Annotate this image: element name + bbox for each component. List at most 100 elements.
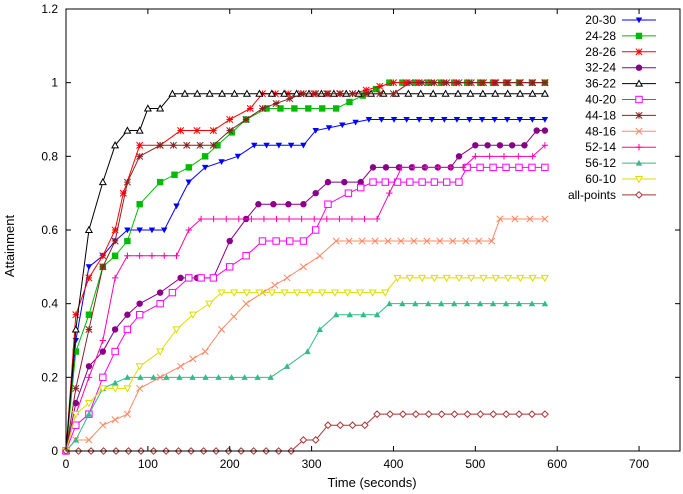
data-point (491, 116, 498, 123)
x-axis-label: Time (seconds) (327, 475, 416, 490)
data-point (405, 274, 414, 283)
legend-label: 24-28 (585, 29, 616, 43)
data-point (305, 289, 314, 297)
data-point (85, 311, 93, 318)
data-point (504, 274, 513, 283)
data-point (529, 79, 537, 87)
data-point (123, 126, 132, 134)
data-point (447, 164, 454, 171)
data-point (135, 126, 144, 134)
legend-label: 52-14 (585, 140, 616, 154)
series-line (65, 218, 545, 452)
data-point (376, 82, 384, 90)
data-point (305, 105, 312, 112)
data-point (443, 79, 451, 87)
data-point (455, 153, 463, 160)
data-point (382, 164, 390, 171)
data-point (381, 178, 389, 186)
data-point (346, 98, 353, 106)
data-point (411, 410, 420, 419)
data-point (430, 79, 438, 87)
data-point (209, 126, 217, 135)
data-point (437, 410, 446, 419)
data-point (330, 289, 339, 297)
series-44-18 (62, 79, 549, 455)
series-all-points (62, 410, 549, 455)
data-point (410, 237, 418, 245)
data-point (197, 274, 205, 282)
data-point (376, 90, 384, 98)
data-point (312, 90, 320, 98)
data-point (453, 89, 463, 97)
data-point (156, 348, 165, 356)
data-point (373, 215, 381, 223)
data-point (255, 201, 262, 208)
data-point (369, 164, 377, 171)
data-point (136, 252, 143, 259)
data-point (111, 416, 119, 424)
data-point (123, 410, 131, 418)
data-point (251, 142, 258, 149)
data-point (360, 421, 369, 430)
data-point (324, 178, 332, 186)
data-point (378, 116, 385, 123)
data-point (635, 159, 643, 166)
data-point (424, 410, 433, 419)
data-point (189, 374, 196, 380)
series-52-14 (62, 142, 549, 455)
data-point (258, 237, 267, 245)
series-line (65, 303, 545, 452)
data-point (209, 274, 218, 282)
data-point (226, 263, 234, 271)
data-point (369, 178, 377, 186)
data-point (188, 311, 197, 319)
y-tick-label: 0.8 (41, 149, 58, 163)
data-point (332, 237, 340, 245)
legend-entry: 28-26 (585, 45, 656, 59)
data-point (502, 410, 511, 419)
data-point (386, 79, 393, 86)
data-point (226, 115, 234, 124)
data-point (176, 374, 183, 380)
data-point (136, 300, 143, 307)
data-point (111, 347, 119, 356)
data-point (425, 300, 432, 307)
data-point (492, 79, 500, 87)
data-point (260, 215, 268, 223)
data-point (242, 300, 250, 308)
data-point (172, 326, 181, 334)
data-point (489, 163, 497, 172)
data-point (196, 141, 204, 149)
data-point (442, 274, 451, 283)
data-point (504, 116, 511, 123)
data-point (496, 142, 504, 149)
data-point (404, 89, 413, 97)
data-point (85, 363, 93, 370)
data-point (119, 189, 127, 197)
data-point (137, 374, 144, 380)
data-point (99, 421, 107, 429)
data-point (341, 178, 348, 186)
x-tick-label: 500 (465, 457, 485, 471)
data-point (111, 226, 119, 234)
data-point (163, 374, 170, 380)
data-point (111, 379, 119, 386)
data-point (438, 300, 445, 307)
x-tick-label: 700 (629, 457, 649, 471)
data-point (111, 385, 120, 393)
y-tick-label: 1 (51, 76, 58, 90)
data-point (136, 227, 143, 234)
data-point (463, 300, 471, 307)
data-point (489, 410, 498, 419)
data-point (372, 85, 380, 93)
data-point (423, 237, 431, 245)
data-point (161, 252, 168, 259)
data-point (177, 362, 185, 370)
data-point (177, 126, 185, 135)
data-point (373, 311, 381, 318)
data-point (161, 227, 168, 234)
data-point (201, 164, 209, 171)
data-point (242, 289, 251, 297)
data-point (516, 274, 525, 283)
series-line (65, 119, 545, 452)
